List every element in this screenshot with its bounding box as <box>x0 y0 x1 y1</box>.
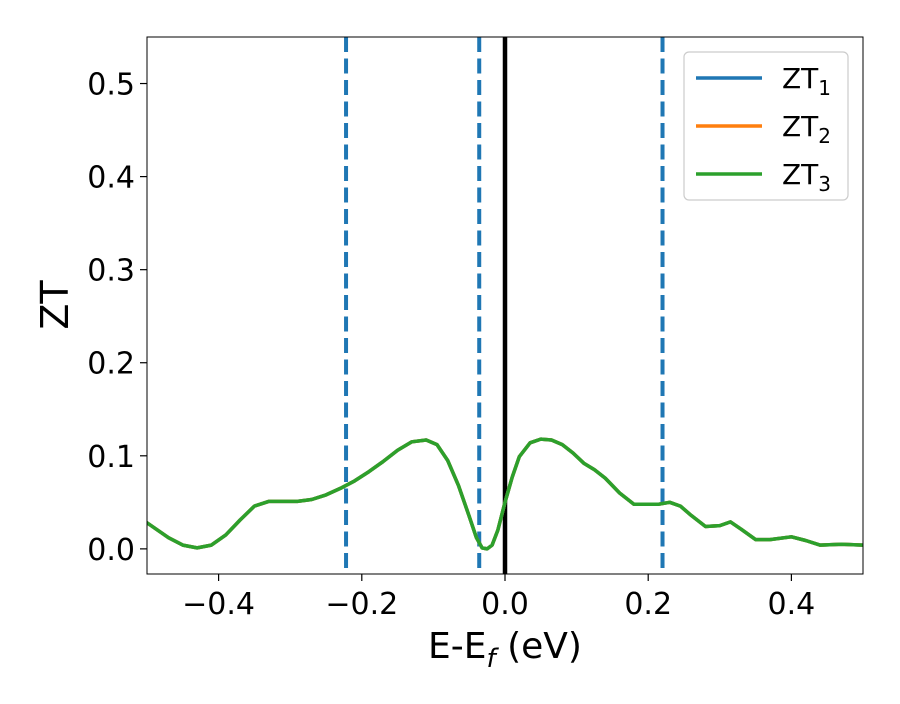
x-tick-label: 0.0 <box>481 587 529 622</box>
legend-label-zt2: ZT2 <box>782 110 831 148</box>
legend-label-zt3: ZT3 <box>782 158 831 196</box>
y-axis-label: ZT <box>33 280 77 330</box>
y-tick-label: 0.2 <box>87 347 135 382</box>
x-tick-label: 0.2 <box>624 587 672 622</box>
y-tick-label: 0.4 <box>87 161 135 196</box>
y-tick-label: 0.3 <box>87 254 135 289</box>
legend: ZT1 ZT2 ZT3 <box>683 51 849 201</box>
series-line-zt3 <box>147 437 863 551</box>
y-tick-label: 0.1 <box>87 440 135 475</box>
y-tick-label: 0.0 <box>87 533 135 568</box>
x-tick-label: −0.4 <box>182 587 255 622</box>
y-tick-label: 0.5 <box>87 68 135 103</box>
legend-label-zt1: ZT1 <box>782 62 831 100</box>
x-tick-label: −0.2 <box>325 587 398 622</box>
x-axis-label: E-Ef (eV) <box>428 626 582 674</box>
legend-box <box>683 51 849 201</box>
x-tick-label: 0.4 <box>768 587 816 622</box>
